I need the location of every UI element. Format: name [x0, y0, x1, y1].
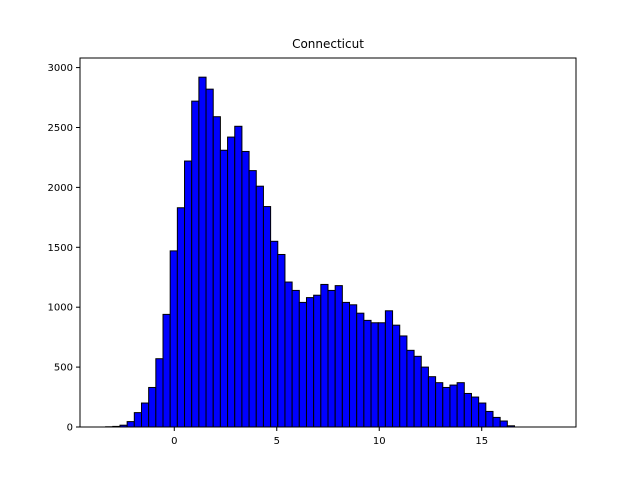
histogram-bar [212, 116, 221, 428]
bars-group [105, 76, 516, 428]
x-axis: 0 5 10 15 [171, 427, 488, 447]
histogram-bar [334, 285, 343, 428]
histogram-bar [327, 289, 336, 428]
y-tick-label: 1500 [48, 243, 73, 254]
histogram-bar [148, 386, 157, 428]
histogram-bar [255, 185, 264, 428]
histogram-bar [305, 297, 315, 428]
histogram-bar [262, 206, 272, 428]
histogram-bar [234, 125, 243, 428]
histogram-bar [420, 366, 429, 428]
histogram-bar [449, 384, 458, 428]
x-tick-label: 5 [274, 436, 280, 447]
histogram-bar [241, 150, 250, 428]
histogram-bar [227, 136, 236, 428]
histogram-bar [184, 160, 193, 428]
histogram-bar [456, 382, 465, 428]
histogram-bar [356, 312, 365, 428]
histogram-bar [384, 310, 394, 428]
histogram-bar [392, 324, 401, 428]
histogram-bar [442, 386, 451, 428]
histogram-bar [499, 420, 508, 428]
histogram-bar [176, 207, 186, 428]
y-tick-label: 2000 [48, 183, 73, 194]
histogram-bar [349, 304, 358, 428]
histogram-bar [291, 289, 300, 428]
histogram-bar [284, 281, 293, 428]
chart-title: Connecticut [292, 37, 364, 51]
y-axis: 0 500 1000 1500 2000 2500 3000 [48, 63, 80, 434]
plot-frame [79, 57, 577, 428]
histogram-bar [313, 294, 322, 428]
histogram-bar [126, 421, 135, 428]
histogram-bar [399, 335, 408, 428]
histogram-bar [162, 313, 171, 428]
histogram-bar [205, 88, 214, 428]
histogram-bar [413, 355, 422, 428]
histogram-bar [363, 319, 372, 428]
histogram-bar [277, 253, 286, 428]
y-tick-label: 3000 [48, 63, 73, 74]
y-tick-label: 500 [54, 363, 73, 374]
histogram-bar [492, 416, 501, 428]
histogram-bar [219, 149, 229, 428]
y-tick-label: 0 [67, 423, 73, 434]
histogram-bar [298, 301, 307, 428]
histogram-bar [169, 250, 178, 428]
histogram-bar [406, 349, 415, 428]
histogram-bar [320, 283, 329, 428]
x-tick-label: 10 [373, 436, 386, 447]
histogram-bar [191, 100, 200, 428]
y-tick-label: 2500 [48, 123, 73, 134]
histogram-bar [140, 402, 150, 428]
histogram-bar [270, 240, 279, 428]
histogram-bar [478, 402, 487, 428]
histogram-bar [248, 170, 257, 428]
histogram-bar [470, 396, 480, 428]
histogram-bar [198, 76, 207, 428]
histogram-bar [485, 410, 494, 428]
histogram-bar [463, 392, 472, 428]
histogram-bar [155, 358, 164, 428]
histogram-bar [435, 382, 444, 428]
histogram-bar [377, 322, 386, 428]
histogram-bar [341, 301, 351, 428]
histogram-bar [133, 412, 142, 428]
histogram-bar [370, 322, 379, 428]
x-tick-label: 15 [475, 436, 488, 447]
histogram-bar [427, 376, 437, 428]
x-tick-label: 0 [171, 436, 177, 447]
y-tick-label: 1000 [48, 303, 73, 314]
